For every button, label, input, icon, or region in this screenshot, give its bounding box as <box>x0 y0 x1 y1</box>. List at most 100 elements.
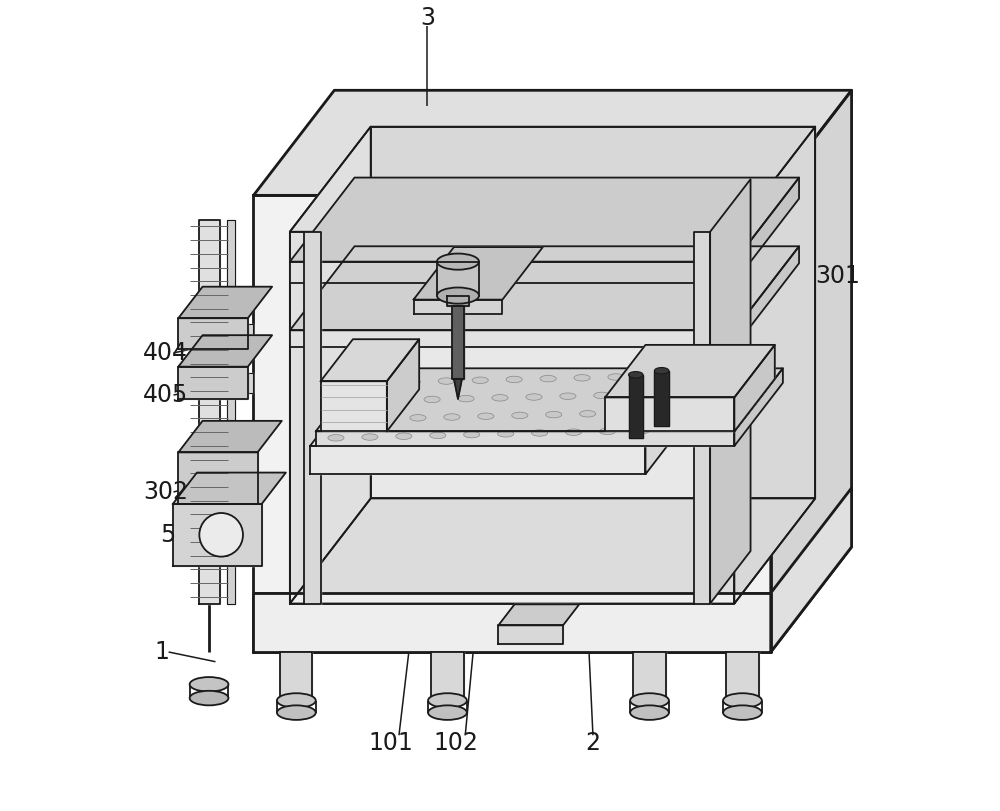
Text: 302: 302 <box>143 480 188 504</box>
Polygon shape <box>734 345 775 431</box>
Polygon shape <box>178 421 282 453</box>
Polygon shape <box>734 247 799 347</box>
Polygon shape <box>694 232 710 603</box>
Ellipse shape <box>560 393 576 400</box>
Ellipse shape <box>277 693 316 708</box>
Ellipse shape <box>676 372 692 379</box>
Text: 405: 405 <box>143 383 188 407</box>
Polygon shape <box>710 179 751 603</box>
Polygon shape <box>253 593 771 652</box>
Polygon shape <box>290 262 734 283</box>
Ellipse shape <box>630 706 669 720</box>
Polygon shape <box>645 372 702 474</box>
Text: 5: 5 <box>161 523 176 547</box>
Polygon shape <box>414 299 502 314</box>
Ellipse shape <box>506 376 522 383</box>
Polygon shape <box>387 339 419 431</box>
Polygon shape <box>734 127 815 603</box>
Ellipse shape <box>396 433 412 440</box>
Ellipse shape <box>464 431 480 438</box>
Polygon shape <box>290 127 371 603</box>
Ellipse shape <box>540 375 556 382</box>
Polygon shape <box>316 368 783 431</box>
Ellipse shape <box>444 414 460 420</box>
Ellipse shape <box>526 394 542 401</box>
Ellipse shape <box>662 391 678 397</box>
Ellipse shape <box>629 371 643 378</box>
Polygon shape <box>227 220 235 603</box>
Polygon shape <box>178 453 258 504</box>
Polygon shape <box>280 652 312 701</box>
Text: 301: 301 <box>815 264 860 288</box>
Text: 404: 404 <box>143 341 188 365</box>
Ellipse shape <box>190 677 228 692</box>
Ellipse shape <box>430 432 446 439</box>
Ellipse shape <box>723 706 762 720</box>
Ellipse shape <box>648 409 664 415</box>
Polygon shape <box>447 295 469 306</box>
Polygon shape <box>253 90 852 195</box>
Ellipse shape <box>342 416 358 423</box>
Ellipse shape <box>438 378 454 384</box>
Polygon shape <box>173 473 286 504</box>
Ellipse shape <box>594 393 610 399</box>
Polygon shape <box>437 262 479 295</box>
Polygon shape <box>178 335 272 367</box>
Polygon shape <box>290 330 734 347</box>
Ellipse shape <box>546 411 562 418</box>
Ellipse shape <box>277 706 316 720</box>
Polygon shape <box>290 178 799 262</box>
Polygon shape <box>178 367 248 399</box>
Polygon shape <box>734 368 783 446</box>
Ellipse shape <box>574 375 590 381</box>
Polygon shape <box>414 247 543 299</box>
Polygon shape <box>771 488 852 652</box>
Ellipse shape <box>404 379 420 385</box>
Ellipse shape <box>608 374 624 380</box>
Polygon shape <box>178 287 272 318</box>
Ellipse shape <box>190 691 228 706</box>
Polygon shape <box>371 127 815 499</box>
Polygon shape <box>248 373 253 393</box>
Polygon shape <box>605 345 775 397</box>
Text: 102: 102 <box>433 732 478 755</box>
Polygon shape <box>321 381 387 431</box>
Polygon shape <box>633 652 666 701</box>
Polygon shape <box>253 195 771 652</box>
Text: 2: 2 <box>585 732 600 755</box>
Polygon shape <box>452 306 464 379</box>
Polygon shape <box>605 397 734 431</box>
Ellipse shape <box>437 254 479 270</box>
Polygon shape <box>498 625 563 644</box>
Polygon shape <box>199 220 220 603</box>
Text: 3: 3 <box>420 6 435 29</box>
Ellipse shape <box>428 706 467 720</box>
Ellipse shape <box>390 397 406 404</box>
Polygon shape <box>321 339 419 381</box>
Polygon shape <box>654 371 669 426</box>
Ellipse shape <box>633 427 650 434</box>
Text: 101: 101 <box>369 732 413 755</box>
Polygon shape <box>431 652 464 701</box>
Ellipse shape <box>376 415 392 422</box>
Polygon shape <box>310 372 702 446</box>
Ellipse shape <box>370 380 386 386</box>
Ellipse shape <box>614 410 630 416</box>
Ellipse shape <box>498 431 514 437</box>
Ellipse shape <box>654 367 669 374</box>
Ellipse shape <box>723 693 762 708</box>
Ellipse shape <box>437 288 479 303</box>
Ellipse shape <box>532 430 548 436</box>
Polygon shape <box>290 127 815 232</box>
Ellipse shape <box>628 392 644 398</box>
Ellipse shape <box>565 429 582 436</box>
Polygon shape <box>248 324 253 343</box>
Polygon shape <box>290 499 815 603</box>
Text: 1: 1 <box>154 640 169 664</box>
Polygon shape <box>316 431 734 446</box>
Polygon shape <box>178 318 248 349</box>
Ellipse shape <box>642 373 658 380</box>
Ellipse shape <box>458 396 474 402</box>
Polygon shape <box>248 469 253 488</box>
Ellipse shape <box>362 434 378 440</box>
